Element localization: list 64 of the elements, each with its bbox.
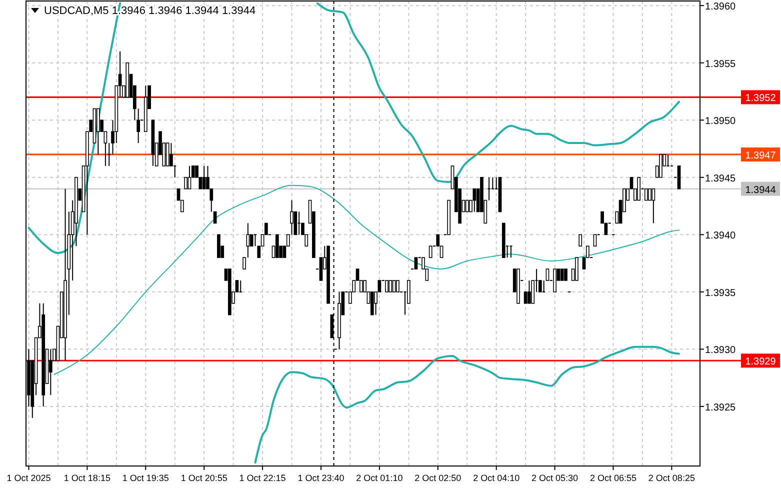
x-tick-label: 2 Oct 06:55	[590, 473, 637, 483]
x-tick-label: 1 Oct 22:15	[239, 473, 286, 483]
candlestick	[319, 257, 323, 281]
candlestick	[666, 154, 670, 166]
candlestick	[528, 280, 531, 304]
x-tick-label: 2 Oct 02:50	[414, 473, 462, 483]
candlestick	[490, 176, 494, 190]
x-tick-label: 2 Oct 04:10	[473, 473, 520, 483]
candlestick	[652, 188, 656, 224]
y-tick-label: 1.3935	[705, 288, 736, 299]
x-tick-label: 1 Oct 18:15	[64, 473, 110, 483]
ref-line-label: 1.3944	[745, 184, 776, 196]
y-tick-label: 1.3925	[705, 402, 736, 414]
candlestick	[96, 108, 100, 155]
candlestick	[553, 268, 556, 292]
candlestick	[593, 234, 597, 246]
candlestick	[166, 142, 170, 166]
candlestick	[659, 154, 662, 178]
ref-line-label: 1.3947	[745, 150, 776, 162]
candlestick	[414, 257, 418, 270]
candlestick	[213, 211, 217, 224]
candlestick	[385, 280, 388, 292]
candlestick	[250, 234, 254, 246]
candlestick	[524, 292, 528, 304]
line-series	[54, 184, 680, 375]
candlestick	[388, 280, 392, 292]
ref-line-label: 1.3929	[745, 356, 776, 368]
candlestick	[465, 200, 469, 212]
y-tick-label: 1.3960	[705, 2, 736, 13]
line-series	[254, 346, 680, 464]
candlestick	[428, 246, 432, 258]
candlestick	[370, 292, 374, 316]
candlestick	[472, 188, 476, 212]
candlestick	[644, 188, 648, 201]
x-tick-label: 2 Oct 08:25	[648, 473, 695, 483]
x-tick-label: 1 Oct 20:55	[180, 473, 228, 483]
candlestick	[392, 280, 396, 292]
x-tick-label: 1 Oct 23:40	[298, 473, 344, 483]
candlestick	[396, 280, 400, 292]
candlestick	[238, 280, 242, 292]
candlestick	[170, 142, 173, 166]
candlestick	[217, 234, 220, 258]
candlestick	[297, 211, 301, 236]
candlestick	[564, 268, 568, 281]
candlestick	[575, 257, 578, 281]
candlestick	[637, 176, 640, 201]
candlestick	[648, 188, 652, 201]
y-tick-label: 1.3945	[705, 173, 736, 184]
candlestick	[560, 268, 564, 281]
x-tick-label: 2 Oct 05:30	[532, 473, 578, 483]
ref-line-label: 1.3952	[745, 93, 776, 104]
x-tick-label: 1 Oct 2025	[6, 473, 51, 483]
x-tick-label: 1 Oct 19:35	[122, 473, 169, 483]
y-tick-label: 1.3940	[705, 230, 736, 242]
y-tick-label: 1.3955	[705, 58, 736, 70]
candlestick	[202, 165, 206, 190]
candlestick	[184, 176, 188, 190]
candlestick	[275, 234, 279, 258]
candlestick	[48, 348, 52, 396]
candlestick	[578, 234, 582, 246]
y-tick-label: 1.3950	[705, 116, 736, 128]
y-tick-label: 1.3930	[705, 345, 736, 356]
candlestick	[509, 246, 513, 258]
x-tick-label: 2 Oct 01:10	[356, 473, 403, 483]
